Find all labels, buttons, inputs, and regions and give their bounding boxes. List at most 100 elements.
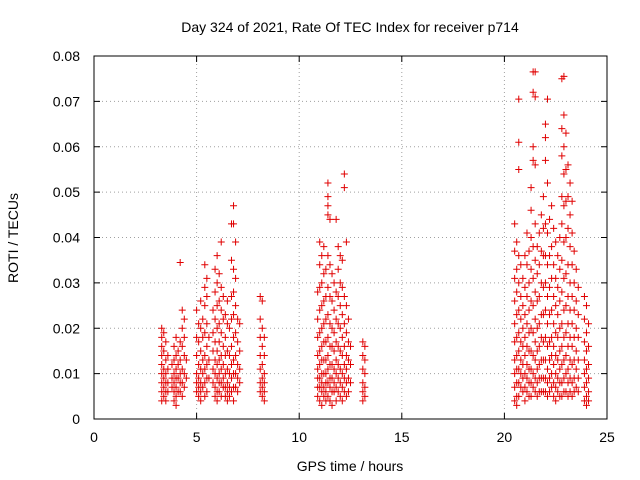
data-point xyxy=(322,265,330,273)
data-point xyxy=(314,351,322,359)
data-point xyxy=(230,356,238,364)
data-point xyxy=(531,356,539,364)
data-point xyxy=(182,356,190,364)
data-point xyxy=(199,315,207,323)
data-point xyxy=(256,365,264,373)
data-point xyxy=(570,306,578,314)
data-point xyxy=(533,297,541,305)
data-point xyxy=(568,320,576,328)
data-point xyxy=(560,238,568,246)
data-point xyxy=(546,311,554,319)
data-point xyxy=(529,302,537,310)
data-point xyxy=(193,370,201,378)
data-point xyxy=(334,292,342,300)
data-point xyxy=(174,374,182,382)
data-point xyxy=(344,356,352,364)
data-point xyxy=(539,283,547,291)
data-point xyxy=(562,165,570,173)
data-point xyxy=(322,356,330,364)
data-point xyxy=(560,202,568,210)
data-point xyxy=(533,324,541,332)
data-point xyxy=(527,379,535,387)
data-point xyxy=(318,279,326,287)
data-point xyxy=(328,401,336,409)
data-point xyxy=(211,383,219,391)
data-point xyxy=(570,247,578,255)
data-point xyxy=(529,88,537,96)
data-point xyxy=(340,292,348,300)
data-point xyxy=(320,243,328,251)
data-point xyxy=(203,361,211,369)
data-point xyxy=(541,220,549,228)
data-point xyxy=(215,320,223,328)
data-point xyxy=(330,379,338,387)
data-point xyxy=(513,265,521,273)
data-point xyxy=(217,238,225,246)
data-point xyxy=(221,333,229,341)
data-point xyxy=(572,347,580,355)
data-point xyxy=(176,258,184,266)
data-point xyxy=(326,397,334,405)
data-point xyxy=(572,297,580,305)
data-point xyxy=(529,156,537,164)
data-point xyxy=(203,292,211,300)
data-point xyxy=(338,370,346,378)
data-point xyxy=(523,320,531,328)
data-point xyxy=(533,392,541,400)
data-point xyxy=(361,370,369,378)
data-point xyxy=(230,288,238,296)
data-point xyxy=(336,279,344,287)
data-point xyxy=(585,374,593,382)
data-point xyxy=(525,279,533,287)
data-point xyxy=(342,329,350,337)
data-point xyxy=(546,338,554,346)
data-point xyxy=(316,361,324,369)
data-point xyxy=(554,252,562,260)
data-points xyxy=(158,68,593,409)
data-point xyxy=(318,342,326,350)
data-point xyxy=(260,370,268,378)
data-point xyxy=(513,333,521,341)
x-axis-label: GPS time / hours xyxy=(297,458,404,474)
data-point xyxy=(550,292,558,300)
data-point xyxy=(580,356,588,364)
data-point xyxy=(338,256,346,264)
data-point xyxy=(585,342,593,350)
data-point xyxy=(328,270,336,278)
data-point xyxy=(546,252,554,260)
data-point xyxy=(541,306,549,314)
data-point xyxy=(543,95,551,103)
data-point xyxy=(582,365,590,373)
data-point xyxy=(324,351,332,359)
data-point xyxy=(232,274,240,282)
data-point xyxy=(227,342,235,350)
data-point xyxy=(164,365,172,373)
data-point xyxy=(328,324,336,332)
axis-ticks xyxy=(93,55,608,420)
data-point xyxy=(521,351,529,359)
data-point xyxy=(213,374,221,382)
data-point xyxy=(314,315,322,323)
data-point xyxy=(531,256,539,264)
data-point xyxy=(168,361,176,369)
data-point xyxy=(572,265,580,273)
data-point xyxy=(162,397,170,405)
data-point xyxy=(537,211,545,219)
data-point xyxy=(342,351,350,359)
data-point xyxy=(160,347,168,355)
data-point xyxy=(574,333,582,341)
data-point xyxy=(170,379,178,387)
data-point xyxy=(552,238,560,246)
data-point xyxy=(556,347,564,355)
data-point xyxy=(570,279,578,287)
data-point xyxy=(552,397,560,405)
data-point xyxy=(511,338,519,346)
data-point xyxy=(535,361,543,369)
data-point xyxy=(527,265,535,273)
data-point xyxy=(215,297,223,305)
data-point xyxy=(326,383,334,391)
data-point xyxy=(527,365,535,373)
data-point xyxy=(548,202,556,210)
data-point xyxy=(230,202,238,210)
data-point xyxy=(560,274,568,282)
